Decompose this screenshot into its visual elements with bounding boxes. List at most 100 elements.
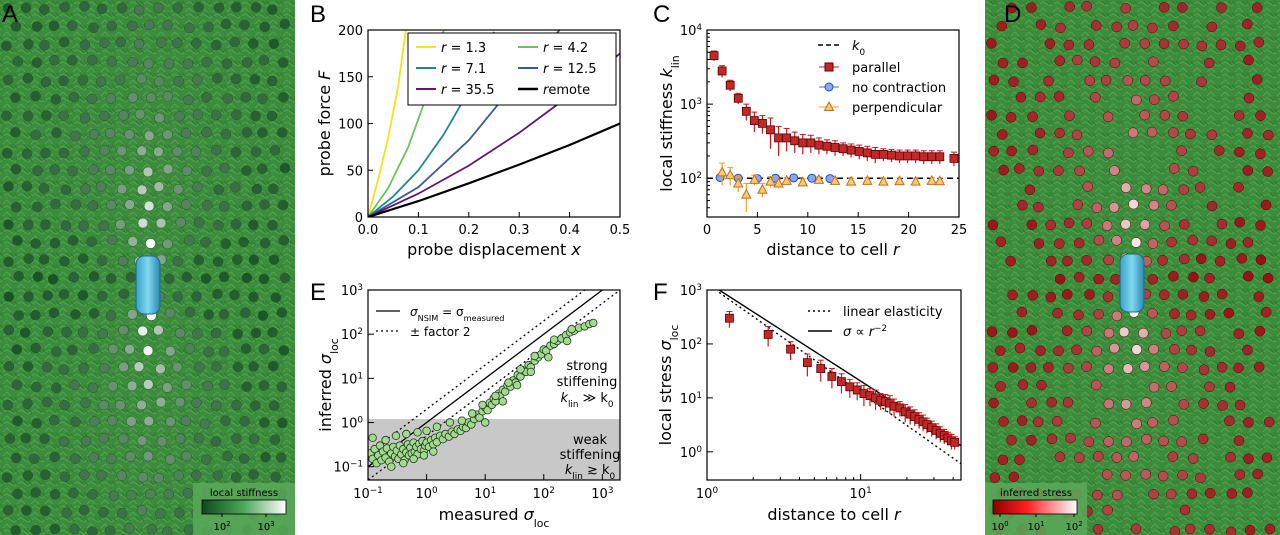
bead xyxy=(210,39,222,51)
bead xyxy=(276,381,288,393)
y-tick-label-c: 103 xyxy=(680,97,702,113)
bead xyxy=(251,183,263,195)
x-axis-label-e: measured σloc xyxy=(439,505,550,530)
bead xyxy=(1264,523,1276,535)
legend-c-label: perpendicular xyxy=(852,101,943,116)
bead xyxy=(1065,432,1076,444)
bead xyxy=(155,508,166,519)
bead xyxy=(58,75,69,86)
bead xyxy=(49,489,61,500)
bead xyxy=(267,220,278,231)
bead xyxy=(1026,219,1038,230)
bead xyxy=(1196,76,1207,87)
bead xyxy=(1054,238,1065,249)
bead xyxy=(277,417,288,429)
bead xyxy=(184,22,195,34)
bead xyxy=(1015,91,1027,103)
bead xyxy=(126,416,137,427)
chart-b-force-displacement: 0.0 0.1 0.2 0.3 0.4 0.5 0 50 100 150 200 probe disp… xyxy=(315,24,630,259)
bead xyxy=(193,432,205,444)
bead xyxy=(222,93,233,104)
bead xyxy=(1225,526,1237,535)
y-tick-label-f: 100 xyxy=(680,445,703,461)
bead xyxy=(1204,346,1216,357)
bead xyxy=(279,18,291,30)
bead xyxy=(213,219,224,231)
bead xyxy=(13,310,24,321)
data-point-c-parallel xyxy=(903,151,912,161)
bead xyxy=(143,19,155,31)
bead xyxy=(1091,202,1103,214)
bead xyxy=(1167,451,1179,462)
bead xyxy=(133,38,145,50)
bead xyxy=(1091,345,1102,357)
data-point-c-parallel xyxy=(758,118,767,128)
bead xyxy=(218,309,230,320)
legend-c-marker xyxy=(824,82,834,92)
bead xyxy=(174,507,185,518)
bead xyxy=(248,38,259,49)
bead xyxy=(11,344,23,355)
bead xyxy=(1122,75,1134,86)
bead xyxy=(172,256,183,267)
data-point-c-parallel xyxy=(854,147,864,156)
data-point-e xyxy=(399,459,408,468)
bead xyxy=(257,127,268,138)
bead xyxy=(1217,400,1228,411)
bead xyxy=(1045,291,1057,303)
bead xyxy=(51,382,62,394)
bead xyxy=(143,415,155,427)
data-point-e xyxy=(468,409,477,418)
bead xyxy=(1140,183,1152,195)
bead xyxy=(211,361,222,372)
bead xyxy=(219,162,230,174)
bead xyxy=(68,271,80,283)
bead xyxy=(278,345,290,356)
bead xyxy=(1203,57,1215,69)
bead xyxy=(49,237,61,249)
data-point-f xyxy=(950,437,960,447)
bead xyxy=(1141,397,1152,408)
data-point-c-parallel xyxy=(709,51,719,61)
bead xyxy=(191,38,202,49)
bead xyxy=(1198,398,1209,409)
bead xyxy=(95,181,107,192)
bead xyxy=(1131,344,1142,355)
y-tick-label-b: 200 xyxy=(338,24,363,39)
bead xyxy=(1062,255,1073,267)
bead xyxy=(87,489,98,500)
bead xyxy=(1262,166,1273,177)
points-f xyxy=(725,310,960,450)
bead xyxy=(1084,75,1095,86)
y-tick-label-b: 100 xyxy=(338,118,363,133)
x-tick-label-e: 101 xyxy=(474,486,496,502)
bead xyxy=(1035,91,1046,103)
bead xyxy=(1063,217,1075,229)
bead xyxy=(1188,271,1199,283)
bead xyxy=(108,490,120,501)
bead xyxy=(1033,165,1045,177)
bead xyxy=(153,181,165,192)
bead xyxy=(10,127,21,138)
bead xyxy=(1214,145,1225,156)
bead xyxy=(2,74,14,86)
bead xyxy=(267,327,278,338)
bead xyxy=(79,112,91,123)
bead xyxy=(1127,20,1139,31)
colorbar-title-d: inferred stress xyxy=(1000,488,1072,499)
bead xyxy=(1026,325,1038,336)
data-point-e xyxy=(589,318,598,328)
panel-a-cell xyxy=(135,255,161,315)
bead xyxy=(171,37,183,49)
bead xyxy=(191,470,202,481)
bead xyxy=(1131,418,1142,430)
bead xyxy=(58,364,70,375)
bead xyxy=(1026,397,1037,409)
y-axis-label-c: local stiffness klin xyxy=(657,55,682,191)
bead xyxy=(241,57,253,68)
bead xyxy=(1177,110,1189,122)
bead xyxy=(1100,75,1112,86)
bead xyxy=(240,91,252,103)
bead xyxy=(1109,57,1121,69)
bead xyxy=(153,146,164,158)
